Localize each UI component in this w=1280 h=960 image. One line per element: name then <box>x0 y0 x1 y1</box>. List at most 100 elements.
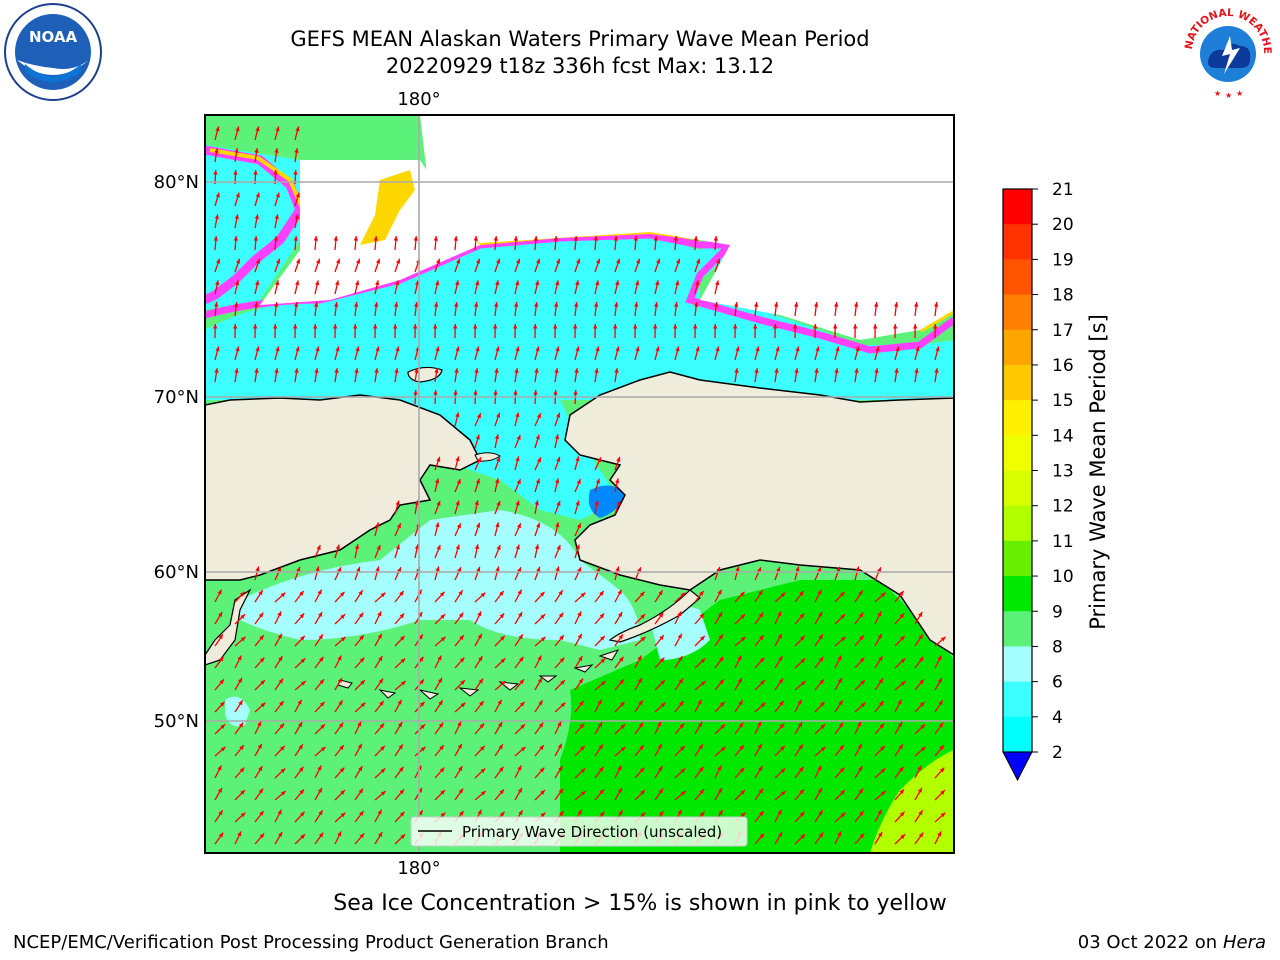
wave-arrow <box>374 633 383 647</box>
wave-arrow <box>454 612 464 625</box>
wave-arrow <box>774 678 784 691</box>
wave-arrow <box>814 368 819 383</box>
colorbar: 21 20 19 18 17 16 15 14 13 12 11 10 9 8 6 4 2 <box>1002 180 1074 782</box>
footer-credit: NCEP/EMC/Verification Post Processing Pr… <box>13 932 609 953</box>
wave-arrow <box>294 590 305 603</box>
wave-arrow <box>834 636 846 647</box>
wave-arrow <box>752 323 758 339</box>
wave-arrow <box>434 744 445 757</box>
ocean-light-patch <box>225 696 250 727</box>
lat-label-50: 50°N <box>154 711 199 732</box>
wave-arrow <box>874 790 887 801</box>
wave-arrow <box>754 657 765 669</box>
wave-arrow <box>514 634 524 647</box>
wave-arrow <box>814 611 823 625</box>
wave-arrow <box>834 699 844 713</box>
wave-arrow <box>234 258 241 273</box>
wave-arrow <box>514 723 526 735</box>
wave-arrow <box>674 745 686 757</box>
wave-arrow <box>854 634 865 647</box>
wave-arrow <box>732 323 738 339</box>
wave-arrow <box>494 368 499 383</box>
wave-arrow <box>393 235 398 251</box>
wave-arrow <box>474 434 480 449</box>
wave-arrow <box>774 723 785 735</box>
aleutian-islands <box>337 649 620 700</box>
wave-arrow <box>274 745 286 757</box>
nws-logo: NATIONAL WEATHER SERVICE ★★★ <box>1178 2 1276 100</box>
wave-arrow <box>794 590 805 603</box>
wave-arrow <box>454 634 465 647</box>
wave-arrow <box>614 456 621 471</box>
wave-arrow <box>534 280 540 295</box>
svg-text:★: ★ <box>1225 91 1232 100</box>
wave-arrow <box>794 566 800 581</box>
colorbar-segment <box>1003 435 1032 471</box>
wave-arrow <box>254 589 264 603</box>
wave-arrow <box>814 723 826 735</box>
wave-arrow <box>774 346 780 361</box>
wave-arrow <box>634 636 646 647</box>
wave-arrow <box>554 522 560 537</box>
wave-arrow <box>474 790 487 801</box>
colorbar-segment <box>1003 716 1032 753</box>
colorbar-segment <box>1003 540 1032 577</box>
st-lawrence-island <box>474 452 501 462</box>
wave-arrow <box>354 679 366 691</box>
wave-arrow <box>494 566 500 581</box>
colorbar-tick-label: 9 <box>1052 602 1063 622</box>
wave-arrow <box>894 766 904 779</box>
wave-arrow <box>274 214 279 229</box>
wave-arrow <box>274 633 283 647</box>
wave-arrow <box>352 323 358 339</box>
wave-arrow <box>534 655 542 669</box>
wave-arrow <box>854 833 865 845</box>
wave-arrow <box>234 744 245 757</box>
wave-arrow <box>694 788 705 801</box>
wave-arrow <box>234 812 246 823</box>
wave-arrow <box>594 680 607 691</box>
wave-arrow <box>874 368 879 383</box>
wave-arrow <box>734 566 740 581</box>
wave-arrow <box>754 679 766 691</box>
colorbar-segment <box>1003 294 1032 331</box>
wave-arrow <box>434 544 441 559</box>
wave-arrow <box>554 566 560 581</box>
wave-arrow <box>214 589 223 603</box>
wave-arrow <box>614 589 623 603</box>
wave-arrow <box>552 323 558 339</box>
wave-arrow <box>294 721 303 735</box>
wave-arrow <box>334 258 341 273</box>
wave-arrow <box>794 635 806 647</box>
wave-arrow <box>454 500 460 515</box>
wave-arrow <box>534 544 540 559</box>
wave-arrow <box>654 346 660 361</box>
wave-arrow <box>214 214 219 229</box>
wave-arrow <box>474 457 482 471</box>
wave-arrow <box>774 831 783 845</box>
wave-arrow <box>434 280 440 295</box>
wave-arrow <box>694 280 700 295</box>
wave-arrow <box>494 544 501 559</box>
wave-arrow <box>894 368 899 383</box>
ocean-light-bering <box>240 510 640 650</box>
wave-arrow <box>674 790 687 801</box>
wave-arrow <box>254 148 259 163</box>
wave-arrow <box>334 655 342 669</box>
wave-arrow <box>274 831 283 845</box>
wave-arrow <box>574 368 579 383</box>
wave-arrow <box>474 700 485 713</box>
colorbar-segment <box>1003 576 1032 612</box>
wave-arrow <box>693 235 698 251</box>
wave-arrow <box>694 590 705 603</box>
wave-arrow <box>333 235 338 251</box>
wave-arrow <box>854 657 865 669</box>
wave-arrow <box>574 346 580 361</box>
wave-arrow <box>254 657 265 669</box>
wave-arrow <box>554 544 561 559</box>
wave-arrow <box>254 346 260 361</box>
wave-arrow <box>774 368 779 383</box>
wave-arrow <box>254 126 260 141</box>
wave-arrow <box>494 412 501 427</box>
wave-arrow <box>633 235 638 251</box>
